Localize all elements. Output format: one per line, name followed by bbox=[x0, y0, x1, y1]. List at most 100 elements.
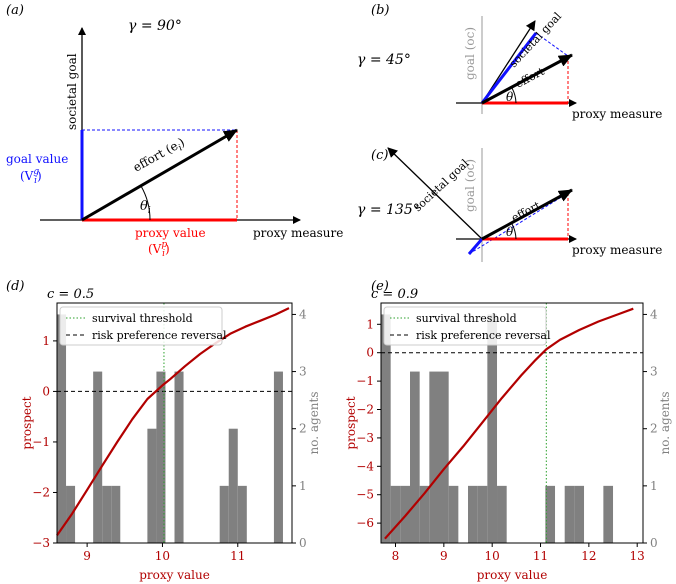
histogram-bar-e bbox=[468, 485, 478, 543]
histogram-bar-d bbox=[174, 371, 184, 543]
y2-tick-label-e: 1 bbox=[650, 479, 658, 493]
y2-tick-label-e: 4 bbox=[650, 307, 658, 321]
y2-tick-label-e: 0 bbox=[650, 536, 658, 550]
effort-vector-a bbox=[81, 128, 238, 222]
legend-box-e bbox=[383, 306, 547, 346]
y-axis-label-d: prospect bbox=[20, 396, 34, 449]
effort-vector-b bbox=[481, 53, 573, 105]
plot-frame-e bbox=[380, 302, 644, 544]
effort-label-a: effort (ei) bbox=[131, 135, 189, 177]
histogram-bar-d bbox=[147, 428, 157, 543]
histogram-bar-e bbox=[429, 371, 440, 543]
histogram-bar-e bbox=[381, 314, 391, 543]
histogram-bar-d bbox=[237, 485, 247, 543]
histogram-bar-e bbox=[487, 314, 498, 543]
societal-goal-axis-label-a: societal goal bbox=[65, 53, 79, 130]
histogram-bar-e bbox=[477, 485, 488, 543]
effort-vector-c bbox=[481, 188, 573, 241]
histogram-bar-d bbox=[156, 371, 166, 543]
histogram-bar-e bbox=[564, 485, 575, 543]
theta-label-a: θi bbox=[140, 199, 151, 216]
x-tick-label-e: 11 bbox=[533, 549, 548, 563]
y-axis-label-e: prospect bbox=[344, 396, 358, 449]
proxy-value-label-a: proxy value bbox=[135, 226, 206, 240]
histogram-bar-d bbox=[219, 485, 229, 543]
panel-label-a: (a) bbox=[6, 3, 24, 18]
diagram-c: (c) γ = 135° goal (oc) proxy measure soc… bbox=[357, 147, 662, 262]
histogram-bar-d bbox=[57, 314, 67, 543]
histogram-bar-e bbox=[448, 485, 459, 543]
legend-box-d bbox=[59, 306, 223, 346]
prospect-curve-d bbox=[56, 307, 290, 537]
y2-axis-label-d: no. agents bbox=[307, 391, 321, 454]
panel-label-c: (c) bbox=[371, 148, 388, 163]
effort-label-c: effort bbox=[509, 199, 543, 225]
proxy-value-symbol-a: (Vp i) bbox=[148, 240, 170, 259]
x-tick-label-e: 10 bbox=[485, 549, 500, 563]
panel-label-e: (e) bbox=[371, 279, 389, 294]
y2-tick-label-e: 2 bbox=[650, 422, 658, 436]
x-axis-label-d: proxy value bbox=[139, 568, 210, 582]
x-tick-label-d: 11 bbox=[230, 549, 245, 563]
angle-arc-c bbox=[511, 223, 517, 240]
y-tick-label-d: −1 bbox=[32, 435, 50, 449]
gamma-label-b: γ = 45° bbox=[357, 52, 411, 68]
x-tick-label-e: 13 bbox=[630, 549, 645, 563]
legend-label-reversal-e: risk preference reversal bbox=[416, 329, 551, 342]
histogram-bar-d bbox=[111, 485, 121, 543]
x-tick-label-d: 9 bbox=[83, 549, 91, 563]
y2-tick-label-d: 3 bbox=[299, 365, 307, 379]
histogram-bar-e bbox=[497, 485, 507, 543]
y2-tick-label-d: 2 bbox=[299, 422, 307, 436]
y2-tick-label-d: 0 bbox=[299, 536, 307, 550]
y-tick-label-e: 1 bbox=[366, 317, 374, 331]
y-tick-label-d: 1 bbox=[42, 334, 50, 348]
societal-goal-label-b: societal goal bbox=[507, 9, 565, 70]
y-tick-label-e: −2 bbox=[356, 403, 374, 417]
y-tick-label-e: −3 bbox=[356, 431, 374, 445]
y2-tick-label-e: 3 bbox=[650, 365, 658, 379]
goal-value-label-a: goal value bbox=[6, 152, 68, 166]
x-axis-label-e: proxy value bbox=[477, 568, 548, 582]
proxy-measure-axis-label-a: proxy measure bbox=[253, 226, 343, 240]
histogram-bar-d bbox=[102, 485, 112, 543]
y-tick-label-d: −2 bbox=[32, 485, 50, 499]
angle-arc-b bbox=[511, 87, 517, 104]
goal-axis-label-c: goal (oc) bbox=[463, 159, 477, 212]
legend-label-reversal-d: risk preference reversal bbox=[92, 329, 227, 342]
plot-frame-d bbox=[56, 302, 293, 544]
y-tick-label-d: 0 bbox=[42, 384, 50, 398]
y2-tick-label-d: 4 bbox=[299, 307, 307, 321]
histogram-bar-e bbox=[574, 485, 585, 543]
angle-arc-a bbox=[140, 185, 151, 221]
x-tick-label-d: 10 bbox=[155, 549, 170, 563]
chart-title-e: c = 0.9 bbox=[371, 287, 418, 302]
chart-title-d: c = 0.5 bbox=[47, 287, 94, 302]
gamma-label-a: γ = 90° bbox=[128, 18, 182, 34]
panel-label-d: (d) bbox=[6, 279, 24, 294]
y2-tick-label-d: 1 bbox=[299, 479, 307, 493]
diagram-a: (a) γ = 90° societal goal proxy measure … bbox=[6, 3, 343, 259]
panel-label-b: (b) bbox=[371, 3, 389, 18]
x-tick-label-e: 8 bbox=[392, 549, 400, 563]
histogram-bar-e bbox=[545, 485, 556, 543]
legend-label-threshold-e: survival threshold bbox=[416, 312, 517, 325]
y-tick-label-e: −6 bbox=[356, 516, 374, 530]
y-tick-label-d: −3 bbox=[32, 536, 50, 550]
histogram-bar-d bbox=[93, 371, 103, 543]
gamma-label-c: γ = 135° bbox=[357, 202, 420, 218]
goal-value-symbol-a: (Vg i) bbox=[20, 167, 42, 186]
goal-direction-c bbox=[387, 147, 483, 240]
histogram-bar-e bbox=[390, 485, 401, 543]
prospect-curve-e bbox=[384, 307, 634, 540]
theta-label-c: θ bbox=[506, 225, 514, 239]
goal-component-b bbox=[480, 32, 538, 104]
histogram-bar-d bbox=[273, 371, 283, 543]
diagram-b: (b) γ = 45° goal (oc) proxy measure θ ef… bbox=[357, 3, 662, 121]
histogram-bar-e bbox=[439, 371, 449, 543]
goal-component-c bbox=[467, 238, 484, 255]
histogram-bar-e bbox=[410, 371, 420, 543]
